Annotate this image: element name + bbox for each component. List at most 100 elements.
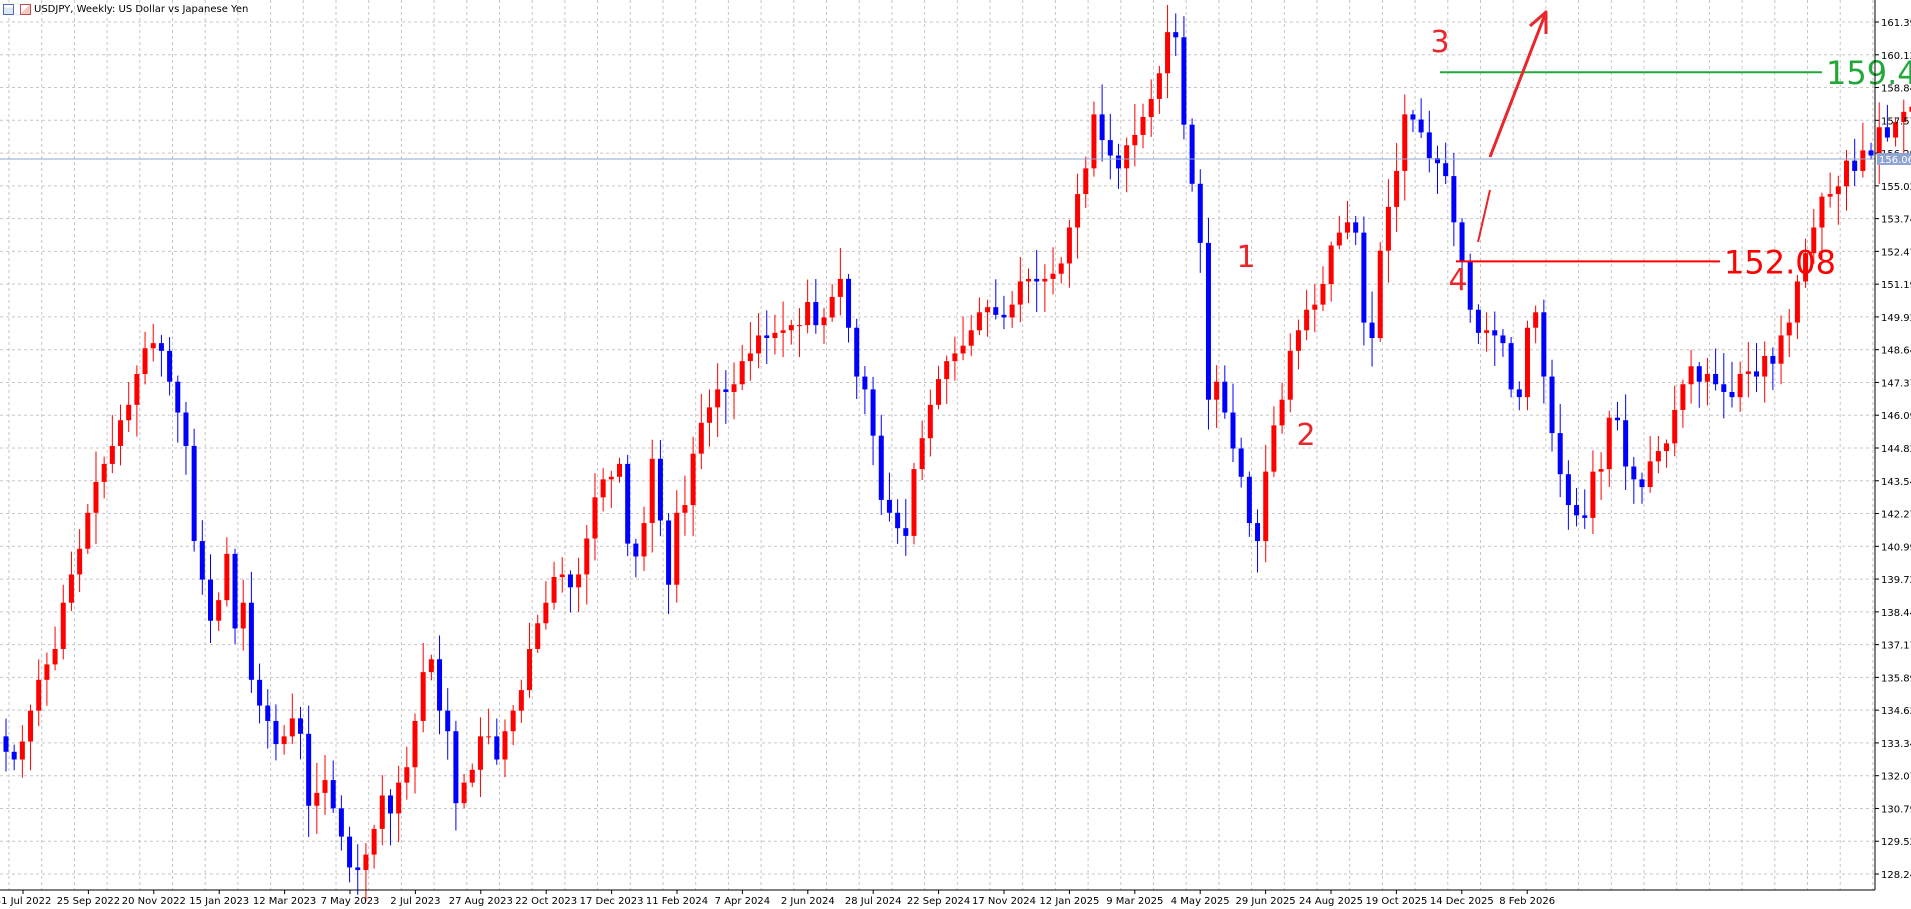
- candle-body: [404, 767, 410, 783]
- candle-body: [273, 720, 279, 745]
- candle-body: [1197, 183, 1203, 243]
- candle-body: [297, 718, 303, 734]
- candle-body: [1336, 232, 1342, 246]
- y-tick-label: 134.620: [1881, 706, 1911, 717]
- candle-body: [649, 458, 655, 524]
- candle-body: [150, 343, 156, 349]
- candle-body: [208, 579, 213, 621]
- candle-body: [1107, 140, 1113, 156]
- candle-body: [1516, 389, 1522, 398]
- x-tick-label: 8 Feb 2026: [1499, 896, 1555, 907]
- y-tick-label: 160.120: [1881, 51, 1911, 62]
- candle-body: [1884, 127, 1890, 138]
- candle-body: [1762, 355, 1768, 377]
- wave-label: 1: [1236, 240, 1255, 275]
- candle-body: [216, 600, 222, 621]
- candle-body: [1377, 250, 1383, 338]
- candle-body: [674, 512, 680, 585]
- candle-body: [1574, 505, 1580, 516]
- candle-body: [1860, 150, 1866, 171]
- candle-body: [330, 780, 336, 809]
- candle-body: [453, 731, 459, 804]
- projection-arrow: [1488, 11, 1548, 158]
- x-tick-label: 9 Mar 2025: [1106, 896, 1163, 907]
- y-tick-label: 161.395: [1881, 18, 1911, 29]
- y-tick-label: 155.020: [1881, 182, 1911, 193]
- chart-window-icon[interactable]: [3, 3, 14, 15]
- candle-body: [363, 854, 369, 871]
- candle-body: [183, 412, 189, 446]
- candle-body: [1287, 350, 1293, 400]
- candle-body: [1811, 227, 1817, 254]
- wave-annotations[interactable]: 1 2 3 4: [1236, 10, 1548, 453]
- candle-body: [1148, 98, 1154, 117]
- candle-body: [985, 307, 991, 313]
- candle-body: [142, 348, 148, 374]
- y-tick-label: 135.895: [1881, 673, 1911, 684]
- candle-body: [1459, 222, 1465, 261]
- candle-body: [731, 384, 737, 392]
- candle-body: [878, 435, 884, 500]
- candle-body: [1410, 114, 1416, 120]
- y-tick-label: 143.545: [1881, 477, 1911, 488]
- x-tick-label: 7 May 2023: [321, 896, 380, 907]
- candle-body: [641, 523, 647, 557]
- candle-body: [28, 710, 34, 742]
- candle-body: [1295, 330, 1301, 351]
- time-axis[interactable]: 31 Jul 2022 25 Sep 2022 20 Nov 2022 15 Jan …: [0, 889, 1875, 907]
- candle-body: [101, 463, 107, 482]
- arrow-head-icon: [1529, 10, 1548, 34]
- candle-body: [1614, 417, 1620, 421]
- y-tick-label: 146.095: [1881, 411, 1911, 422]
- candle-body: [1852, 160, 1858, 171]
- candle-body: [1647, 461, 1653, 488]
- candle-body: [886, 499, 892, 513]
- candle-body: [1721, 384, 1727, 392]
- candle-body: [723, 389, 729, 392]
- y-tick-label: 129.520: [1881, 837, 1911, 848]
- x-tick-label: 31 Jul 2022: [0, 896, 51, 907]
- candle-body: [1688, 366, 1694, 385]
- candle-body: [486, 736, 492, 738]
- candle-body: [1361, 232, 1367, 323]
- y-tick-label: 147.370: [1881, 378, 1911, 389]
- candle-body: [1541, 312, 1547, 377]
- y-tick-label: 130.795: [1881, 804, 1911, 815]
- candle-body: [1034, 278, 1040, 282]
- chart-title: USDJPY, Weekly: US Dollar vs Japanese Ye…: [34, 3, 249, 15]
- candle-body: [764, 335, 770, 338]
- candle-body: [535, 623, 541, 649]
- candle-body: [1557, 433, 1563, 475]
- chart-properties-icon[interactable]: [20, 3, 31, 15]
- candle-body: [469, 769, 475, 783]
- candle-body: [1639, 479, 1645, 488]
- candle-body: [1369, 322, 1375, 338]
- candle-body: [576, 574, 582, 588]
- price-levels[interactable]: 159.44 152.08: [1440, 54, 1911, 281]
- y-tick-label: 148.645: [1881, 346, 1911, 357]
- y-tick-label: 142.270: [1881, 510, 1911, 521]
- candle-body: [420, 672, 426, 721]
- candle-body: [1598, 469, 1604, 472]
- candle-body: [1222, 381, 1228, 413]
- candle-body: [347, 836, 353, 868]
- candle-body: [477, 736, 483, 770]
- candle-body: [1713, 373, 1719, 385]
- candle-body: [870, 389, 876, 436]
- candle-body: [1729, 391, 1735, 398]
- candle-body: [682, 505, 688, 513]
- candle-body: [3, 736, 9, 752]
- price-axis[interactable]: 161.395160.120158.845157.570156.295155.0…: [1874, 0, 1911, 890]
- candle-body: [936, 379, 942, 405]
- candle-body: [1623, 420, 1629, 467]
- chart-header: USDJPY, Weekly: US Dollar vs Japanese Ye…: [0, 0, 248, 18]
- candle-body: [518, 690, 524, 711]
- y-tick-label: 140.995: [1881, 542, 1911, 553]
- candle-body: [739, 361, 745, 385]
- candle-body: [36, 679, 42, 711]
- x-tick-label: 4 May 2025: [1171, 896, 1230, 907]
- candle-body: [167, 350, 173, 382]
- candle-body: [191, 445, 197, 542]
- candle-body: [175, 381, 181, 413]
